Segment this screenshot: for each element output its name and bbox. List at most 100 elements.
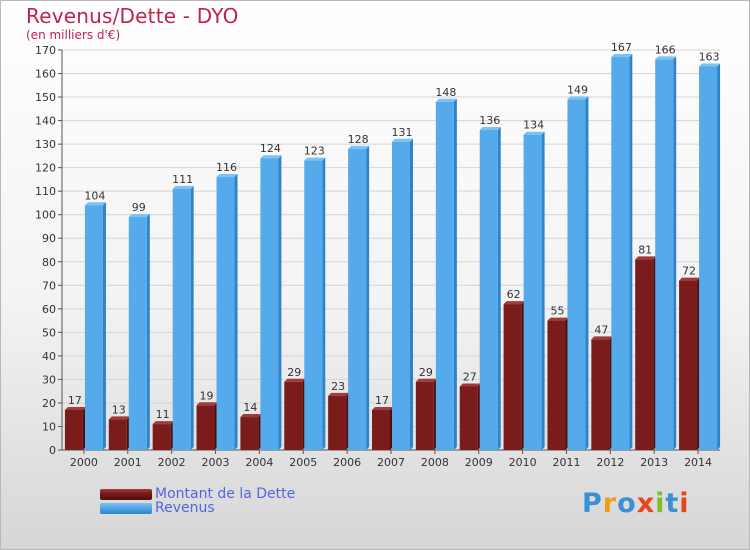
bar-dette (459, 386, 478, 450)
x-tick-label: 2010 (509, 456, 537, 469)
value-label-revenus: 111 (172, 173, 193, 186)
bar-side-revenus (410, 138, 413, 450)
y-tick-label: 100 (35, 209, 56, 222)
bar-dette (415, 381, 434, 450)
y-tick-label: 170 (35, 44, 56, 57)
y-tick-label: 140 (35, 115, 56, 128)
bar-top-dette (679, 277, 701, 281)
value-label-dette: 13 (112, 403, 126, 416)
logo-letter: r (602, 488, 618, 519)
value-label-dette: 14 (243, 401, 257, 414)
bar-dette (240, 417, 259, 450)
bar-top-dette (284, 378, 306, 382)
bar-side-revenus (541, 131, 545, 451)
bar-top-revenus (523, 131, 545, 135)
value-label-revenus: 136 (479, 114, 500, 127)
y-tick-label: 90 (42, 232, 56, 245)
bar-revenus (172, 188, 191, 450)
x-tick-label: 2001 (114, 456, 142, 469)
value-label-dette: 29 (419, 366, 433, 379)
value-label-dette: 62 (507, 288, 521, 301)
y-tick-label: 60 (42, 303, 56, 316)
value-label-revenus: 128 (348, 133, 369, 146)
x-tick-label: 2014 (684, 456, 712, 469)
logo-letter: x (636, 488, 656, 519)
y-tick-label: 0 (49, 444, 56, 457)
value-label-dette: 17 (375, 394, 389, 407)
legend-label-dette: Montant de la Dette (155, 486, 296, 502)
value-label-dette: 17 (68, 394, 82, 407)
x-tick-label: 2006 (333, 456, 361, 469)
bar-dette (152, 424, 171, 450)
bar-dette (635, 259, 654, 450)
bar-top-revenus (348, 145, 370, 149)
bar-revenus (216, 177, 235, 450)
bar-dette (591, 339, 610, 450)
y-tick-label: 30 (42, 373, 56, 386)
logo-letter: i (679, 488, 690, 519)
bar-top-revenus (260, 155, 282, 159)
bar-top-revenus (699, 63, 721, 67)
bar-top-revenus (655, 56, 677, 60)
bar-top-dette (152, 421, 174, 425)
bar-top-dette (196, 402, 218, 406)
y-tick-label: 110 (35, 185, 56, 198)
x-tick-label: 2011 (552, 456, 580, 469)
bar-dette (547, 320, 566, 450)
value-label-dette: 72 (682, 265, 696, 278)
logo-letter: t (665, 488, 680, 519)
value-label-revenus: 131 (392, 126, 413, 139)
value-label-dette: 55 (550, 305, 564, 318)
bar-side-revenus (234, 174, 238, 450)
bar-side-revenus (497, 127, 501, 450)
bar-top-dette (459, 383, 481, 387)
value-label-revenus: 148 (435, 86, 456, 99)
value-label-revenus: 123 (304, 145, 325, 158)
x-tick-label: 2000 (70, 456, 98, 469)
legend-label-revenus: Revenus (155, 500, 215, 516)
bar-top-dette (108, 416, 130, 420)
y-tick-label: 150 (35, 91, 56, 104)
bar-dette (679, 280, 698, 450)
bar-top-dette (64, 407, 86, 410)
legend-swatch-dette (100, 489, 152, 500)
bar-side-revenus (629, 54, 633, 450)
bar-dette (328, 395, 347, 450)
bar-top-revenus (611, 54, 633, 58)
bar-revenus (84, 205, 103, 450)
bar-revenus (567, 99, 586, 450)
bar-top-dette (591, 336, 613, 340)
bar-top-dette (503, 301, 525, 305)
value-label-revenus: 163 (699, 50, 720, 63)
bar-side-revenus (453, 98, 457, 450)
x-tick-label: 2002 (158, 456, 186, 469)
y-tick-label: 160 (35, 68, 56, 81)
value-label-dette: 81 (638, 243, 652, 256)
bar-top-revenus (84, 202, 106, 206)
chart-title: Revenus/Dette - DYO (26, 4, 239, 28)
logo-letter: i (655, 488, 666, 519)
bar-revenus (128, 217, 147, 450)
x-tick-label: 2013 (640, 456, 668, 469)
value-label-dette: 11 (156, 408, 170, 421)
bar-top-revenus (128, 214, 150, 218)
x-tick-label: 2012 (596, 456, 624, 469)
value-label-revenus: 166 (655, 43, 676, 56)
value-label-dette: 47 (594, 323, 608, 336)
bar-revenus (655, 59, 674, 450)
bar-dette (284, 381, 303, 450)
bar-revenus (479, 130, 498, 450)
value-label-revenus: 134 (523, 119, 544, 132)
value-label-dette: 19 (200, 389, 214, 402)
bar-revenus (435, 101, 454, 450)
bar-dette (196, 405, 215, 450)
chart-subtitle: (en milliers d'€) (26, 28, 121, 42)
bar-side-revenus (278, 155, 282, 450)
value-label-revenus: 149 (567, 83, 588, 96)
bar-side-revenus (322, 157, 326, 450)
logo-letter: o (617, 488, 637, 519)
bar-dette (108, 419, 127, 450)
value-label-dette: 27 (463, 370, 477, 383)
y-tick-label: 80 (42, 256, 56, 269)
